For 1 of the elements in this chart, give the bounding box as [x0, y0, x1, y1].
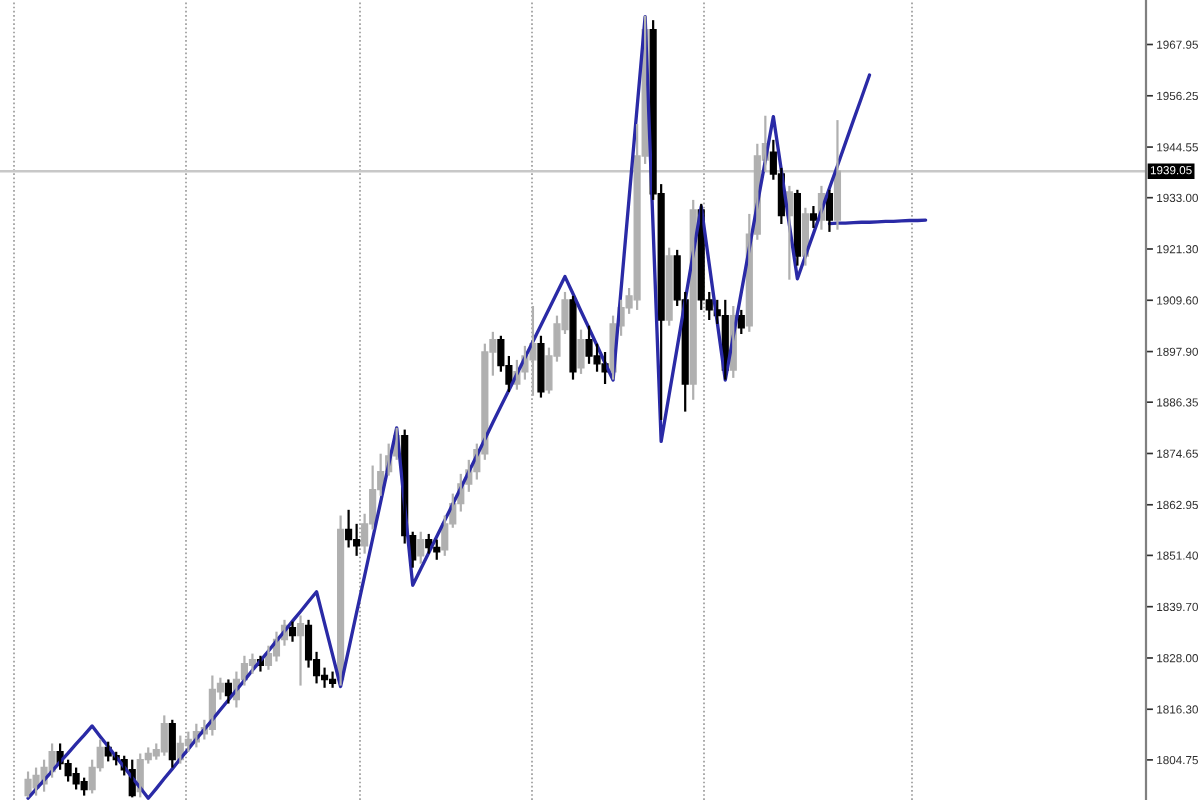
line-series: [26, 14, 872, 800]
